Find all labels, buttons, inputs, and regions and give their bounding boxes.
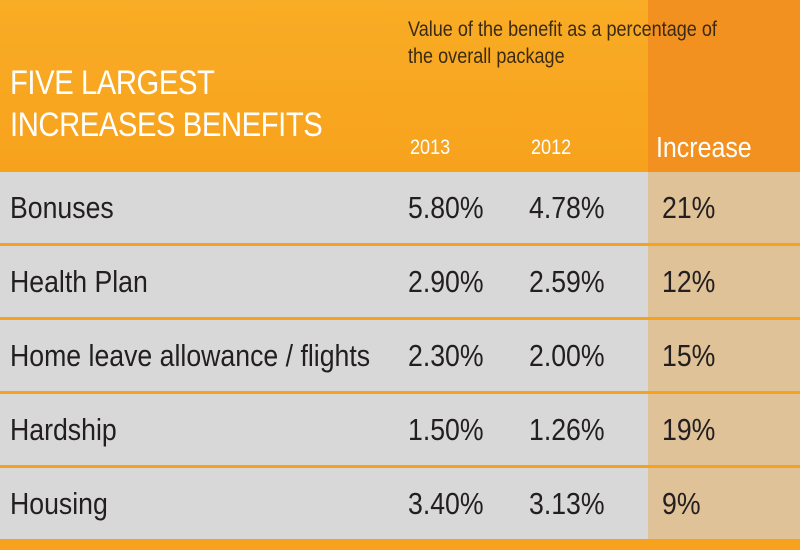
value-2013: 5.80% [408, 190, 484, 225]
table-subtitle: Value of the benefit as a percentage of … [408, 16, 735, 70]
value-2013: 1.50% [408, 412, 484, 447]
row-label: Housing [10, 486, 108, 521]
value-increase: 9% [662, 486, 701, 521]
bottom-border [0, 542, 800, 550]
table-row: Health Plan 2.90% 2.59% 12% [0, 246, 800, 317]
increase-column-header-bg [648, 0, 800, 172]
subtitle-line-2: the overall package [408, 45, 565, 68]
subtitle-line-1: Value of the benefit as a percentage of [408, 18, 717, 41]
table-row: Home leave allowance / flights 2.30% 2.0… [0, 320, 800, 391]
row-label: Hardship [10, 412, 117, 447]
increase-cell-bg [648, 468, 800, 539]
value-2012: 2.59% [529, 264, 605, 299]
increase-cell-bg [648, 320, 800, 391]
increase-cell-bg [648, 172, 800, 243]
increase-cell-bg [648, 246, 800, 317]
value-2013: 2.90% [408, 264, 484, 299]
table-row: Hardship 1.50% 1.26% 19% [0, 394, 800, 465]
table-body: Bonuses 5.80% 4.78% 21% Health Plan 2.90… [0, 172, 800, 542]
column-header-increase: Increase [656, 132, 752, 164]
increase-cell-bg [648, 394, 800, 465]
value-increase: 21% [662, 190, 716, 225]
value-2012: 3.13% [529, 486, 605, 521]
value-increase: 12% [662, 264, 716, 299]
table-title: FIVE LARGEST INCREASES BENEFITS [10, 62, 323, 146]
value-2012: 1.26% [529, 412, 605, 447]
value-increase: 19% [662, 412, 716, 447]
title-line-1: FIVE LARGEST [10, 64, 215, 102]
value-2012: 2.00% [529, 338, 605, 373]
value-2012: 4.78% [529, 190, 605, 225]
value-increase: 15% [662, 338, 716, 373]
row-label: Home leave allowance / flights [10, 338, 371, 373]
table-row: Bonuses 5.80% 4.78% 21% [0, 172, 800, 243]
row-label: Bonuses [10, 190, 114, 225]
row-label: Health Plan [10, 264, 148, 299]
column-header-2012: 2012 [531, 136, 572, 159]
title-line-2: INCREASES BENEFITS [10, 106, 323, 144]
table-row: Housing 3.40% 3.13% 9% [0, 468, 800, 539]
value-2013: 2.30% [408, 338, 484, 373]
column-header-2013: 2013 [410, 136, 451, 159]
value-2013: 3.40% [408, 486, 484, 521]
